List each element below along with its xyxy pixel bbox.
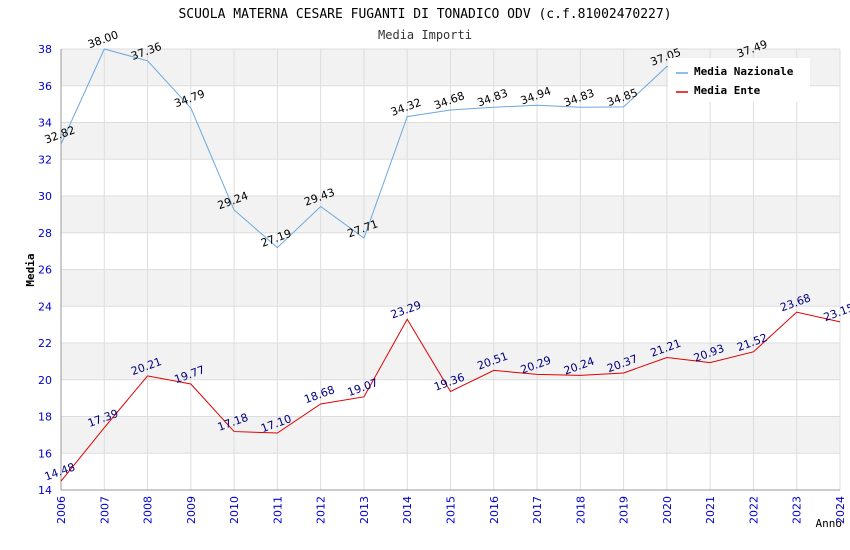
x-tick-label: 2007: [98, 496, 111, 524]
legend-label-media-ente: Media Ente: [694, 84, 761, 97]
x-tick-label: 2023: [791, 496, 804, 524]
x-tick-label: 2022: [747, 496, 760, 524]
x-tick-label: 2020: [661, 496, 674, 524]
y-tick-label: 30: [38, 190, 52, 203]
x-tick-label: 2019: [618, 496, 631, 524]
x-tick-label: 2018: [574, 496, 587, 524]
y-tick-label: 32: [38, 153, 52, 166]
x-tick-label: 2010: [228, 496, 241, 524]
y-tick-label: 24: [38, 300, 52, 313]
chart-title: SCUOLA MATERNA CESARE FUGANTI DI TONADIC…: [178, 7, 671, 22]
y-tick-label: 22: [38, 337, 52, 350]
x-axis-label: Anno: [816, 517, 843, 530]
series-line-media-ente: [60, 311, 841, 482]
y-tick-label: 34: [38, 117, 52, 130]
x-tick-label: 2012: [315, 496, 328, 524]
x-tick-label: 2015: [445, 496, 458, 524]
x-tick-label: 2016: [488, 496, 501, 524]
x-tick-label: 2024: [834, 496, 847, 524]
data-label-media-nazionale: 38.00: [86, 28, 120, 51]
legend-box: [668, 58, 810, 102]
y-tick-label: 20: [38, 374, 52, 387]
grid-lines: [60, 48, 841, 491]
x-tick-label: 2006: [55, 496, 68, 524]
y-axis-label: Media: [24, 253, 37, 286]
y-tick-labels: 14 16 18 20 22 24 26 28 30 32 34 36 38: [38, 43, 52, 497]
y-tick-label: 38: [38, 43, 52, 56]
legend-label-media-nazionale: Media Nazionale: [694, 65, 794, 78]
x-tick-label: 2008: [142, 496, 155, 524]
y-tick-label: 18: [38, 411, 52, 424]
x-tick-label: 2009: [185, 496, 198, 524]
y-tick-label: 14: [38, 484, 52, 497]
x-tick-label: 2021: [704, 496, 717, 524]
series-line-media-nazionale: [60, 48, 754, 249]
y-tick-label: 36: [38, 80, 52, 93]
legend: Media Nazionale Media Ente: [668, 58, 810, 102]
chart-subtitle: Media Importi: [378, 28, 472, 42]
y-tick-label: 26: [38, 264, 52, 277]
y-tick-label: 28: [38, 227, 52, 240]
x-tick-label: 2014: [401, 496, 414, 524]
y-tick-label: 16: [38, 447, 52, 460]
series-lines: [60, 48, 841, 482]
axes: [60, 49, 840, 491]
x-tick-label: 2017: [531, 496, 544, 524]
x-tick-labels: 2006 2007 2008 2009 2010 2011 2012 2013 2014 2015…: [55, 496, 847, 524]
x-tick-label: 2011: [271, 496, 284, 524]
x-tick-label: 2013: [358, 496, 371, 524]
